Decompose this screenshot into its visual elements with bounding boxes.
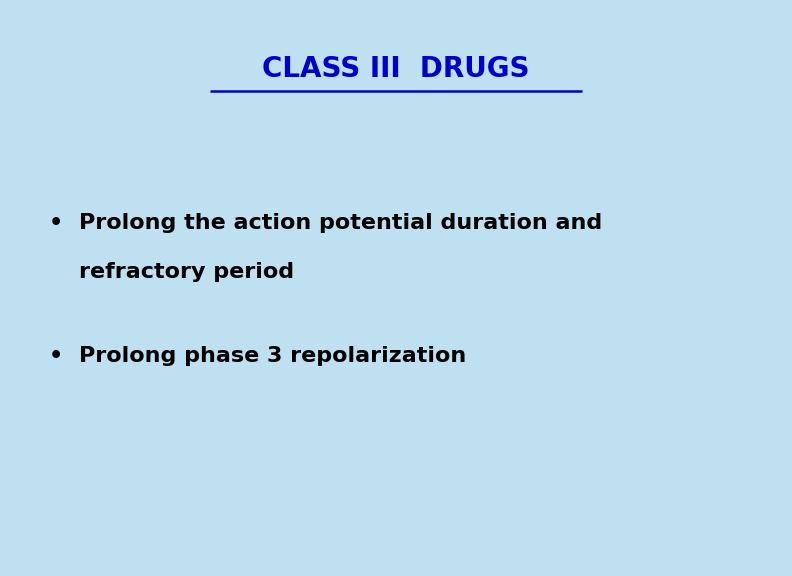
Text: Prolong phase 3 repolarization: Prolong phase 3 repolarization [79, 346, 466, 366]
Text: •: • [48, 213, 63, 233]
Text: refractory period: refractory period [79, 262, 295, 282]
Text: Prolong the action potential duration and: Prolong the action potential duration an… [79, 213, 603, 233]
Text: •: • [48, 346, 63, 366]
Text: CLASS III  DRUGS: CLASS III DRUGS [262, 55, 530, 83]
